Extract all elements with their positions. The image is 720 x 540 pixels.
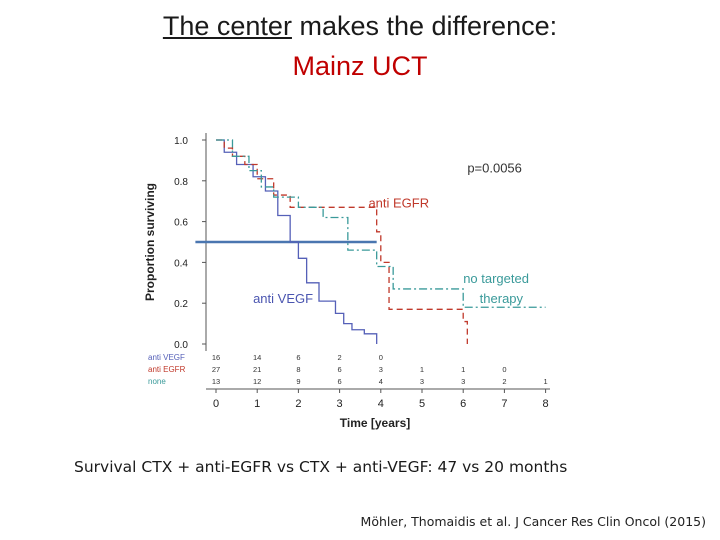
caption: Survival CTX + anti-EGFR vs CTX + anti-V… (74, 458, 568, 476)
risk-count: 1 (420, 365, 424, 374)
y-tick-label: 0.2 (174, 299, 188, 310)
reference: Möhler, Thomaidis et al. J Cancer Res Cl… (360, 514, 706, 529)
p-value: p=0.0056 (467, 161, 522, 176)
y-tick-label: 0.0 (174, 340, 188, 351)
risk-count: 6 (296, 353, 300, 362)
curve-annotation: no targeted (463, 271, 529, 286)
risk-count: 4 (379, 377, 383, 386)
risk-count: 3 (420, 377, 424, 386)
x-tick-label: 3 (337, 398, 343, 410)
y-tick-label: 1.0 (174, 136, 188, 147)
survival-curve-anti-vegf (216, 139, 378, 344)
risk-count: 6 (338, 377, 342, 386)
x-tick-label: 7 (501, 398, 507, 410)
risk-count: 2 (338, 353, 342, 362)
risk-row-label: anti EGFR (148, 365, 186, 374)
risk-count: 6 (338, 365, 342, 374)
risk-count: 2 (502, 377, 506, 386)
x-tick-label: 1 (254, 398, 260, 410)
risk-count: 9 (296, 377, 300, 386)
survival-curve-anti-egfr (216, 139, 468, 344)
y-tick-label: 0.4 (174, 258, 188, 269)
x-tick-label: 4 (378, 398, 384, 410)
annotations-group: p=0.0056 anti EGFR no targeted therapy anti … (253, 161, 529, 307)
risk-count: 13 (212, 377, 220, 386)
x-tick-label: 8 (543, 398, 549, 410)
slide-title-underlined: The center (162, 11, 292, 41)
risk-count: 16 (212, 353, 220, 362)
y-tick-label: 0.6 (174, 218, 188, 229)
risk-count: 8 (296, 365, 300, 374)
survival-curve-none (216, 139, 546, 308)
x-axis-label: Time [years] (340, 416, 410, 430)
curve-annotation: therapy (480, 291, 524, 306)
x-tick-label: 5 (419, 398, 425, 410)
risk-count: 3 (461, 377, 465, 386)
risk-count: 21 (253, 365, 261, 374)
risk-count: 12 (253, 377, 261, 386)
x-tick-label: 0 (213, 398, 219, 410)
curve-annotation: anti EGFR (368, 195, 429, 210)
x-tick-label: 2 (295, 398, 301, 410)
risk-count: 1 (461, 365, 465, 374)
risk-count: 0 (379, 353, 383, 362)
slide-title-rest: makes the difference: (291, 11, 558, 41)
y-tick-label: 0.8 (174, 177, 188, 188)
risk-count: 3 (379, 365, 383, 374)
slide-subtitle: Mainz UCT (292, 51, 428, 81)
risk-count: 27 (212, 365, 220, 374)
risk-row-label: anti VEGF (148, 353, 185, 362)
risk-count: 1 (544, 377, 548, 386)
curves-group (216, 139, 546, 344)
risk-row-label: none (148, 377, 166, 386)
risk-count: 14 (253, 353, 261, 362)
slide-title: The center makes the difference: (0, 10, 720, 42)
x-tick-label: 6 (460, 398, 466, 410)
risk-count: 0 (502, 365, 506, 374)
y-axis-label: Proportion surviving (143, 183, 157, 301)
curve-annotation: anti VEGF (253, 291, 313, 306)
